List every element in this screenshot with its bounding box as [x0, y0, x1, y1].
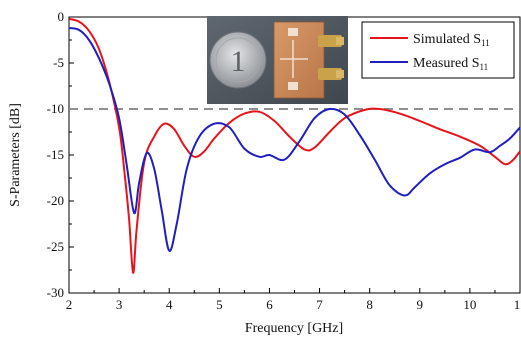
y-axis-tick-labels: 0 -5 -10 -15 -20 -25 -30	[47, 9, 64, 300]
legend: Simulated S11 Measured S11	[361, 21, 515, 79]
y-tick-label: -30	[47, 285, 64, 300]
legend-label-measured: Measured S11	[413, 56, 488, 72]
x-tick-label: 9	[417, 297, 424, 312]
x-axis-ticks	[68, 288, 521, 293]
series-line-measured-s11	[69, 27, 520, 252]
legend-box	[361, 21, 515, 79]
x-axis-tick-labels: 2 3 4 5 6 7 8 9 10 11	[66, 297, 521, 312]
x-tick-label: 7	[316, 297, 323, 312]
y-tick-label: -25	[47, 239, 64, 254]
legend-label-simulated: Simulated S11	[413, 32, 490, 48]
y-axis-title: S-Parameters [dB]	[8, 103, 23, 207]
x-axis-title: Frequency [GHz]	[245, 321, 343, 336]
x-tick-label: 5	[216, 297, 223, 312]
series-line-simulated-s11	[69, 17, 520, 274]
x-tick-label: 6	[266, 297, 273, 312]
x-tick-label: 4	[166, 297, 173, 312]
y-tick-label: -15	[47, 147, 64, 162]
x-tick-label: 2	[66, 297, 73, 312]
x-tick-label: 3	[116, 297, 123, 312]
series-layer	[69, 17, 520, 274]
x-tick-label: 11	[514, 297, 521, 312]
y-tick-label: -10	[47, 101, 64, 116]
coin-numeral: 1	[231, 45, 246, 78]
antenna-board-image	[273, 21, 344, 99]
y-tick-label: -5	[53, 55, 64, 70]
y-tick-label: -20	[47, 193, 64, 208]
y-tick-label: 0	[58, 9, 65, 24]
x-tick-label: 8	[366, 297, 373, 312]
coin-image: 1	[209, 31, 267, 89]
x-tick-label: 10	[463, 297, 476, 312]
inset-photo: 1	[207, 16, 348, 104]
